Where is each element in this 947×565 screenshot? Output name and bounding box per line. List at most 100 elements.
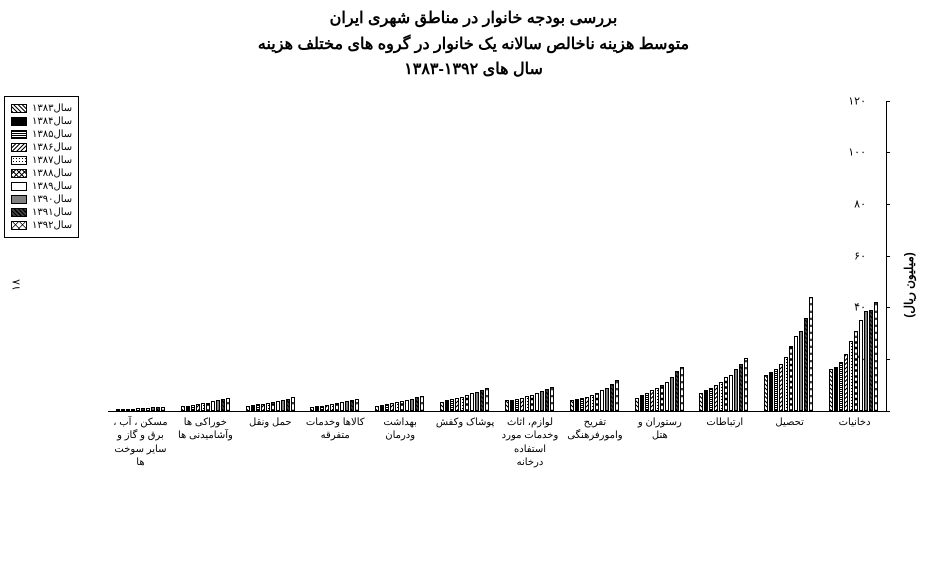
- chart-titles: بررسی بودجه خانوار در مناطق شهری ایران م…: [0, 6, 947, 83]
- bar: [585, 397, 589, 411]
- legend-row: سال۱۳۸۷: [11, 155, 72, 166]
- x-category-label: ارتباطات: [692, 416, 757, 470]
- bar: [251, 405, 255, 411]
- y-axis-label: (میلیون ریال): [901, 253, 915, 319]
- bar: [181, 406, 185, 410]
- bar: [415, 397, 419, 411]
- x-category-label: بهداشت ودرمان: [368, 416, 433, 470]
- bar: [256, 404, 260, 410]
- bar: [839, 362, 843, 411]
- bar: [395, 402, 399, 411]
- bar: [635, 398, 639, 411]
- bar: [206, 403, 210, 411]
- page-number: ۱۸: [9, 279, 22, 291]
- bar: [455, 398, 459, 411]
- legend-row: سال۱۳۸۸: [11, 168, 72, 179]
- bar: [320, 406, 324, 411]
- x-category-label: کالاها وخدمات متفرقه: [303, 416, 368, 470]
- x-category-label: خوراکی ها وآشامیدنی ها: [173, 416, 238, 470]
- bar: [615, 380, 619, 411]
- legend-swatch: [11, 182, 27, 191]
- legend-swatch: [11, 169, 27, 178]
- bar: [281, 400, 285, 411]
- bar: [480, 390, 484, 411]
- legend-label: سال۱۳۸۹: [32, 181, 72, 192]
- legend-row: سال۱۳۸۵: [11, 129, 72, 140]
- bar: [660, 385, 664, 411]
- legend-swatch: [11, 195, 27, 204]
- bar: [734, 369, 738, 410]
- legend-swatch: [11, 117, 27, 126]
- bar: [266, 403, 270, 411]
- bar: [699, 393, 703, 411]
- bar: [859, 320, 863, 410]
- bar: [485, 388, 489, 411]
- bar: [714, 385, 718, 411]
- bar: [226, 398, 230, 411]
- legend-label: سال۱۳۸۴: [32, 116, 72, 127]
- bar: [196, 404, 200, 411]
- bar: [505, 400, 509, 410]
- legend-label: سال۱۳۸۶: [32, 142, 72, 153]
- bar-group: [116, 407, 165, 411]
- bar: [440, 402, 444, 411]
- bar: [719, 382, 723, 410]
- y-tick: ۸۰: [854, 198, 866, 211]
- bar: [131, 409, 135, 411]
- bar: [784, 357, 788, 411]
- bar: [520, 398, 524, 411]
- y-tick: ۱۲۰: [848, 94, 866, 107]
- bar: [116, 409, 120, 411]
- bar: [729, 375, 733, 411]
- legend-row: سال۱۳۹۱: [11, 207, 72, 218]
- bar: [869, 310, 873, 411]
- bar-group: [440, 388, 489, 411]
- bar: [854, 331, 858, 411]
- bar: [570, 400, 574, 410]
- title-sub: متوسط هزینه ناخالص سالانه یک خانوار در گ…: [0, 32, 947, 58]
- x-category-label: پوشاک وکفش: [433, 416, 498, 470]
- x-axis-labels: مسکن ، آب ، برق و گاز و سایر سوخت هاخورا…: [108, 416, 887, 470]
- bar: [156, 407, 160, 411]
- bar: [121, 409, 125, 411]
- legend-swatch: [11, 221, 27, 230]
- bar: [340, 402, 344, 411]
- bar: [794, 336, 798, 411]
- bar: [829, 369, 833, 410]
- bar: [595, 393, 599, 411]
- bar: [834, 367, 838, 411]
- bar: [640, 395, 644, 411]
- bar: [540, 391, 544, 410]
- bar: [580, 398, 584, 411]
- legend-row: سال۱۳۸۴: [11, 116, 72, 127]
- bar: [799, 331, 803, 411]
- legend-swatch: [11, 156, 27, 165]
- bar: [650, 390, 654, 411]
- bar: [804, 318, 808, 411]
- bar: [355, 399, 359, 411]
- x-category-label: حمل ونقل: [238, 416, 303, 470]
- bar: [525, 396, 529, 410]
- legend-row: سال۱۳۹۰: [11, 194, 72, 205]
- bar: [186, 406, 190, 411]
- x-category-label: رستوران و هتل: [627, 416, 692, 470]
- bar: [450, 399, 454, 411]
- bar: [470, 393, 474, 410]
- legend-label: سال۱۳۹۲: [32, 220, 72, 231]
- bar: [146, 408, 150, 411]
- bar: [709, 388, 713, 411]
- legend-label: سال۱۳۸۳: [32, 103, 72, 114]
- bar: [136, 408, 140, 410]
- bar: [286, 399, 290, 411]
- bar: [375, 406, 379, 411]
- bar: [764, 375, 768, 411]
- chart-area: (میلیون ریال) ۱۸ ۰۲۰۴۰۶۰۸۰۱۰۰۱۲۰ مسکن ، …: [8, 101, 939, 470]
- y-tick: ۶۰: [854, 249, 866, 262]
- bar: [789, 346, 793, 411]
- legend-label: سال۱۳۸۸: [32, 168, 72, 179]
- bar: [405, 400, 409, 411]
- bar: [779, 364, 783, 411]
- bar: [151, 407, 155, 410]
- bar: [261, 404, 265, 411]
- bar: [385, 404, 389, 411]
